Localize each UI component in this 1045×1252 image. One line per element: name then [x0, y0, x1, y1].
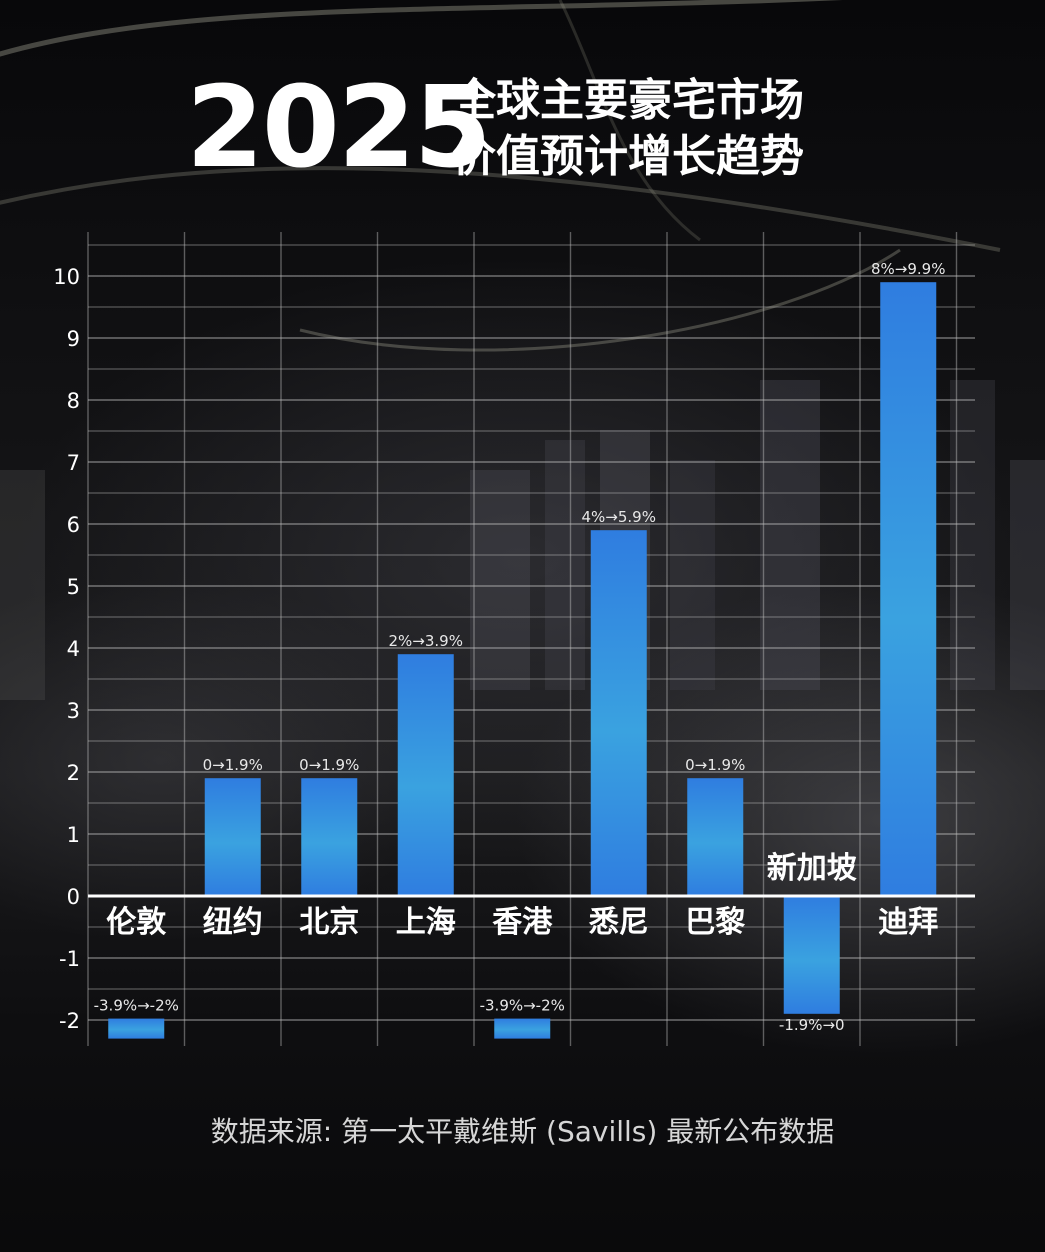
category-label: 巴黎 — [685, 905, 745, 940]
chart-bars — [108, 282, 937, 1039]
bar — [204, 778, 261, 896]
category-label: 香港 — [492, 905, 553, 940]
y-tick-label: 0 — [67, 885, 80, 909]
data-label: -3.9%→-2% — [94, 997, 179, 1015]
y-tick-label: 9 — [67, 327, 80, 351]
data-label: 0→1.9% — [203, 756, 263, 774]
category-label: 北京 — [299, 905, 359, 940]
y-tick-label: -2 — [59, 1009, 80, 1033]
y-tick-label: 5 — [67, 575, 80, 599]
bar — [108, 1018, 165, 1039]
title-line2: 价值预计增长趋势 — [452, 131, 804, 182]
data-label: 0→1.9% — [685, 756, 745, 774]
data-label: 0→1.9% — [299, 756, 359, 774]
y-tick-label: 7 — [67, 451, 80, 475]
data-label: 4%→5.9% — [582, 508, 656, 526]
category-label: 伦敦 — [106, 905, 166, 940]
bar — [783, 896, 840, 1014]
bar — [301, 778, 358, 896]
category-label: 悉尼 — [589, 905, 649, 940]
bar — [880, 282, 937, 896]
bar — [687, 778, 744, 896]
bar — [494, 1018, 551, 1039]
y-tick-label: 1 — [67, 823, 80, 847]
y-tick-label: 10 — [53, 265, 80, 289]
data-label: 2%→3.9% — [389, 632, 463, 650]
y-tick-label: 8 — [67, 389, 80, 413]
category-label: 新加坡 — [767, 851, 857, 886]
y-tick-label: 6 — [67, 513, 80, 537]
data-label: -3.9%→-2% — [480, 997, 565, 1015]
title-line1: 全球主要豪宅市场 — [452, 75, 804, 126]
data-label: 8%→9.9% — [871, 260, 945, 278]
y-tick-label: 3 — [67, 699, 80, 723]
data-label: -1.9%→0 — [779, 1016, 845, 1034]
y-tick-label: 4 — [67, 637, 80, 661]
y-tick-label: -1 — [59, 947, 80, 971]
chart-labels: 109876543210-1-2-3.9%→-2%伦敦0→1.9%纽约0→1.9… — [53, 260, 975, 1034]
y-tick-label: 2 — [67, 761, 80, 785]
source-note: 数据来源: 第一太平戴维斯 (Savills) 最新公布数据 — [210, 1115, 835, 1148]
bar — [397, 654, 454, 896]
title-year: 2025 — [186, 63, 492, 193]
category-label: 纽约 — [203, 905, 263, 940]
category-label: 迪拜 — [878, 905, 938, 940]
category-label: 上海 — [396, 905, 456, 940]
bar — [590, 530, 647, 896]
